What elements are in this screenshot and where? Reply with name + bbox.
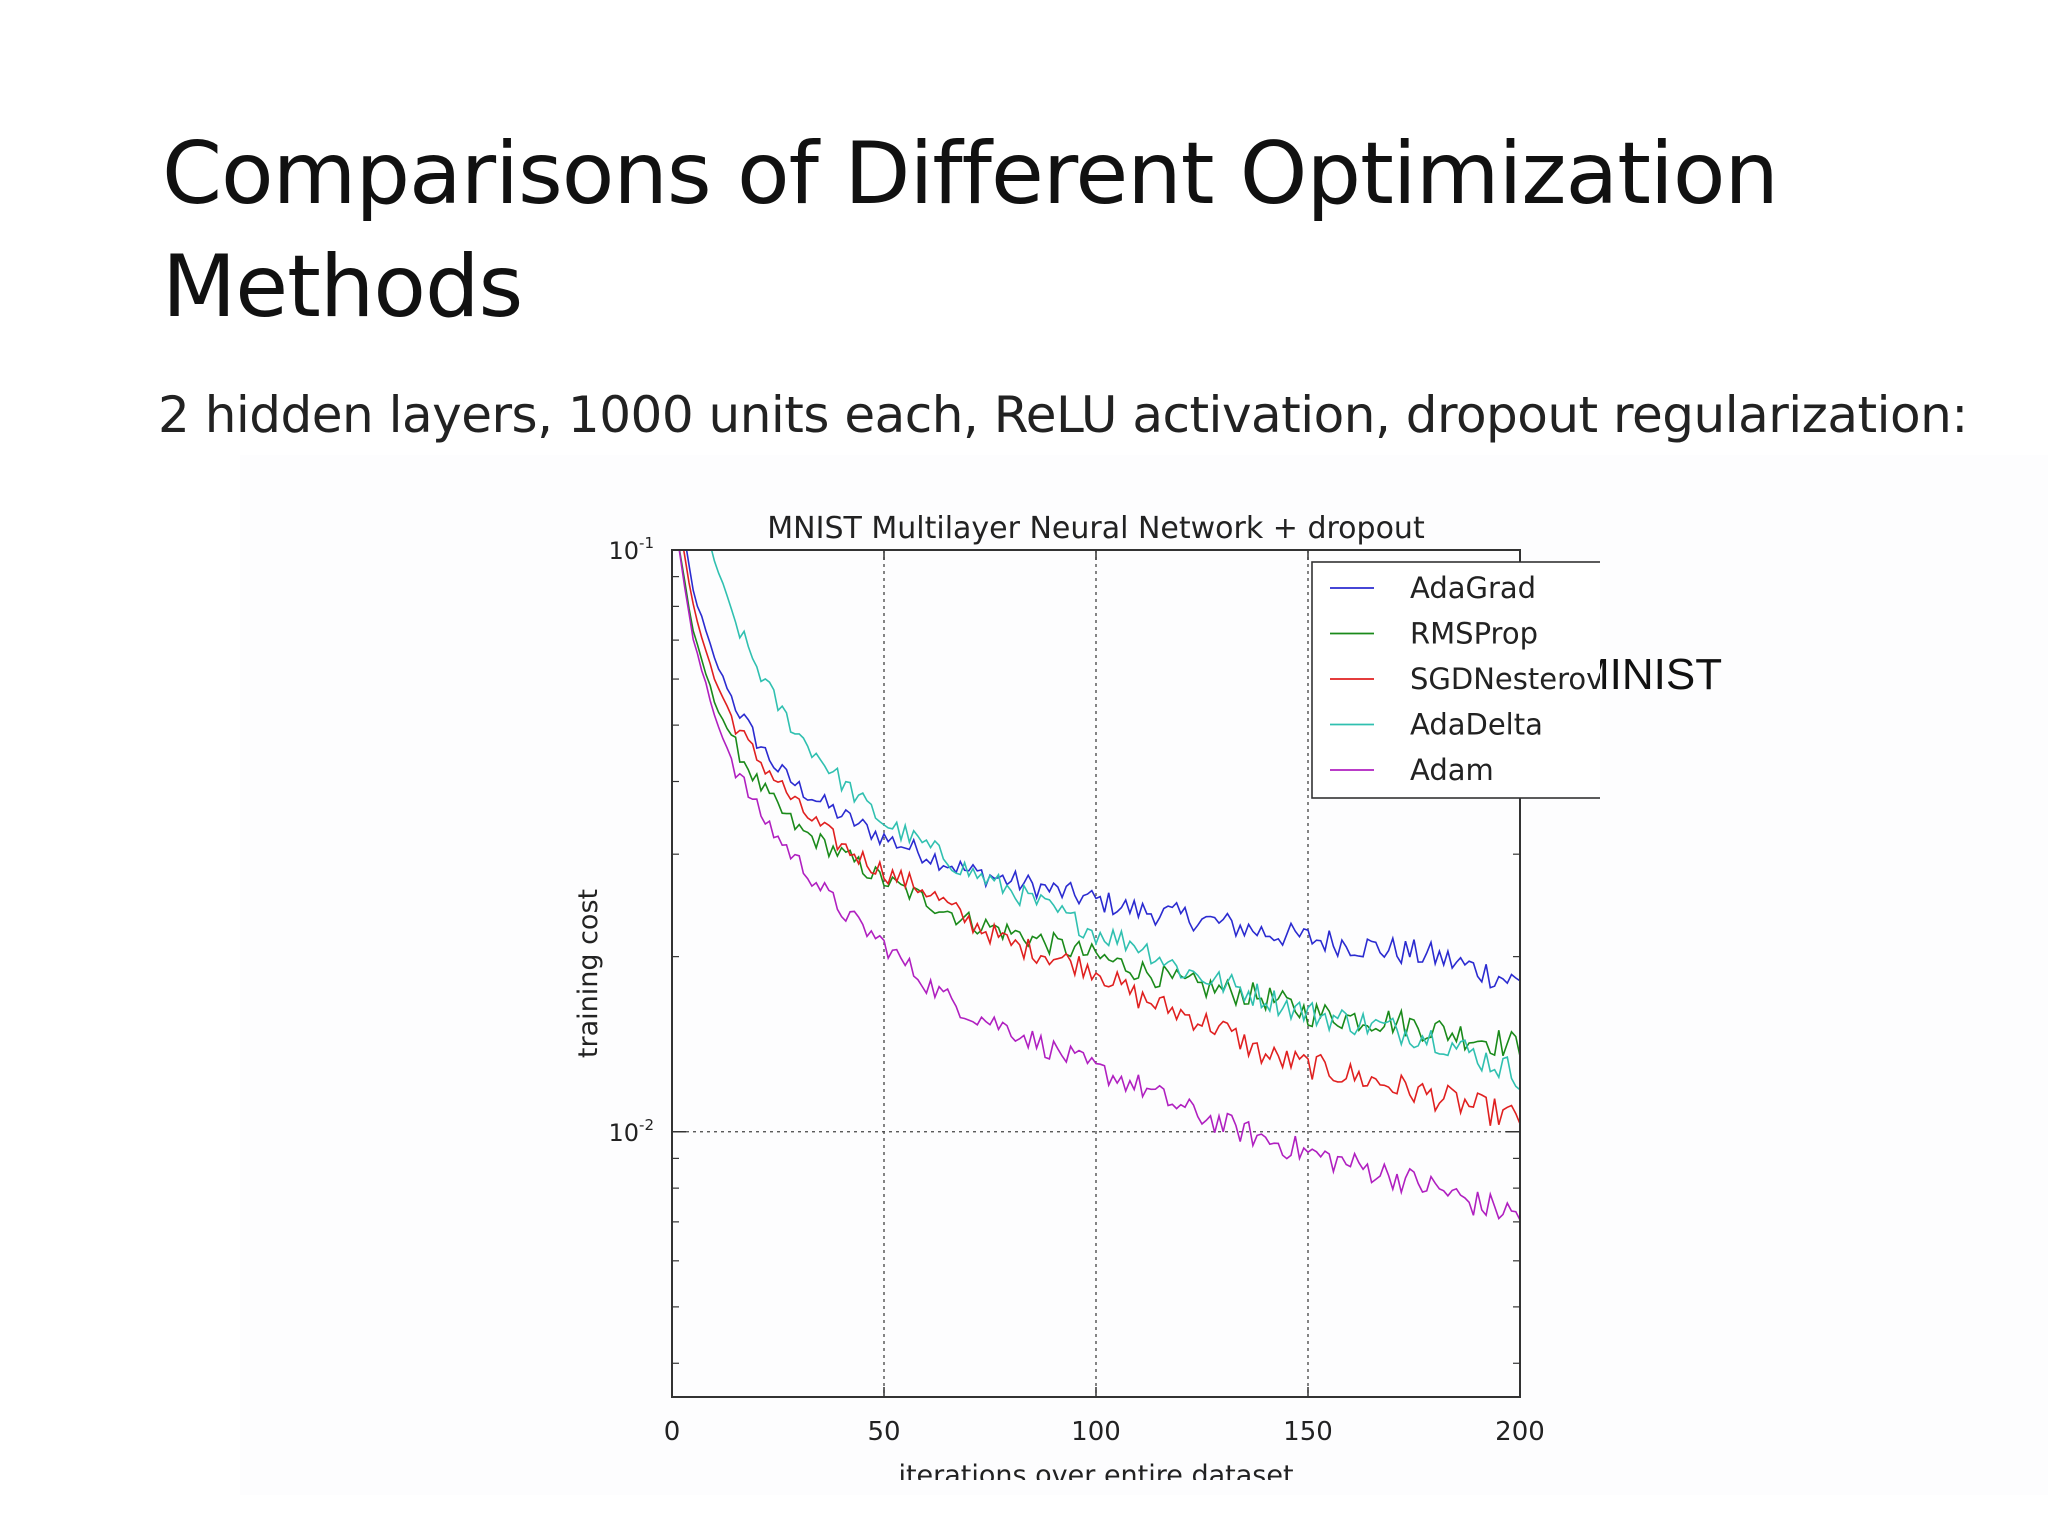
legend-label-adadelta: AdaDelta bbox=[1410, 708, 1543, 742]
series-line-adam bbox=[678, 550, 1520, 1221]
y-tick-label: 10-1 bbox=[608, 534, 654, 565]
grid-lines bbox=[672, 550, 1520, 1397]
legend-box bbox=[1311, 561, 1600, 799]
legend-label-sgdnesterov: SGDNesterov bbox=[1410, 662, 1600, 696]
legend-label-adam: Adam bbox=[1410, 753, 1494, 787]
x-tick-label: 200 bbox=[1495, 1417, 1545, 1447]
training-cost-chart: 0 50 100 150 200 10-1 10-2 MNIST Multilayer Ne… bbox=[573, 511, 1600, 1480]
x-tick-label: 0 bbox=[664, 1417, 681, 1447]
y-tick-label: 10-2 bbox=[608, 1116, 654, 1147]
slide-title: Comparisons of Different Optimization Me… bbox=[162, 124, 1779, 337]
y-axis-label: training cost bbox=[573, 889, 604, 1058]
axis-ticks: 0 50 100 150 200 10-1 10-2 bbox=[608, 534, 1544, 1447]
legend: AdaGrad RMSProp SGDNesterov AdaDelta Adam bbox=[1311, 561, 1600, 799]
slide-subtitle: 2 hidden layers, 1000 units each, ReLU a… bbox=[158, 386, 1968, 444]
legend-label-rmsprop: RMSProp bbox=[1410, 617, 1538, 651]
chart-title: MNIST Multilayer Neural Network + dropou… bbox=[767, 511, 1425, 546]
legend-label-adagrad: AdaGrad bbox=[1410, 571, 1536, 605]
series-line-adagrad bbox=[685, 550, 1520, 989]
series-line-rmsprop bbox=[678, 550, 1520, 1057]
x-axis-label: iterations over entire dataset bbox=[898, 1460, 1293, 1480]
figure-background bbox=[240, 455, 2048, 1495]
series-line-sgdnesterov bbox=[682, 550, 1520, 1126]
x-tick-label: 50 bbox=[867, 1417, 900, 1447]
series-lines bbox=[678, 550, 1520, 1221]
series-line-adadelta bbox=[710, 550, 1520, 1091]
x-tick-label: 150 bbox=[1283, 1417, 1333, 1447]
x-tick-label: 100 bbox=[1071, 1417, 1121, 1447]
